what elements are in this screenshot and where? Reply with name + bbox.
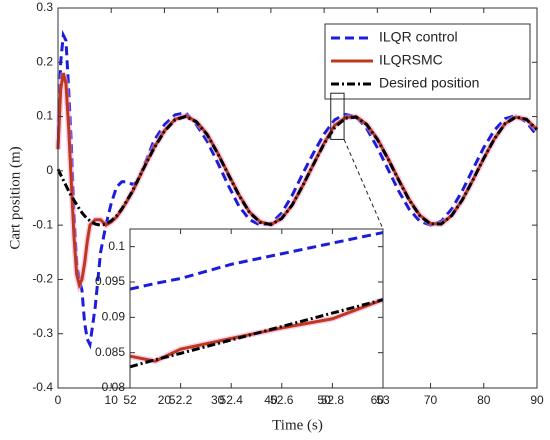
x-tick-label: 0 (55, 393, 62, 407)
y-tick-label: -0.4 (32, 380, 53, 394)
series-line (56, 114, 539, 227)
x-tick-label: 80 (477, 393, 491, 407)
series-line (129, 298, 384, 369)
series-line (129, 231, 384, 291)
x-tick-label: 52.4 (220, 393, 244, 407)
x-tick-label: 52 (123, 393, 137, 407)
x-tick-label: 60 (371, 393, 385, 407)
x-tick-label: 52.2 (169, 393, 193, 407)
x-tick-label: 52.6 (270, 393, 294, 407)
x-tick-label: 40 (264, 393, 278, 407)
y-tick-label: 0.3 (36, 0, 53, 14)
y-tick-label: 0.095 (95, 274, 125, 288)
series-line (56, 29, 539, 350)
y-tick-label: 0.1 (36, 109, 53, 123)
x-tick-label: 53 (376, 393, 390, 407)
x-axis-label: Time (s) (272, 417, 323, 433)
y-tick-label: 0.09 (102, 310, 126, 324)
x-tick-label: 52.8 (321, 393, 345, 407)
legend-label: Desired position (379, 75, 479, 91)
y-tick-label: 0 (46, 163, 53, 177)
y-tick-label: -0.3 (32, 326, 53, 340)
y-tick-label: 0.1 (108, 239, 125, 253)
x-tick-label: 10 (105, 393, 119, 407)
legend-label: ILQRSMC (379, 52, 443, 68)
y-axis-label: Cart position (m) (7, 146, 23, 249)
x-tick-label: 70 (424, 393, 438, 407)
y-tick-label: -0.1 (32, 217, 53, 231)
y-tick-label: 0.08 (102, 380, 126, 394)
x-tick-label: 50 (317, 393, 331, 407)
y-tick-label: -0.2 (32, 272, 53, 286)
plot-area (130, 229, 383, 388)
y-tick-label: 0.2 (36, 54, 53, 68)
series-line (129, 298, 384, 363)
axes-box (129, 228, 384, 389)
zoom-connector (343, 139, 384, 230)
y-tick-label: 0.085 (95, 345, 125, 359)
x-tick-label: 90 (530, 393, 544, 407)
legend-label: ILQR control (379, 29, 458, 45)
x-tick-label: 20 (158, 393, 172, 407)
zoom-box (330, 92, 345, 140)
x-tick-label: 30 (211, 393, 225, 407)
